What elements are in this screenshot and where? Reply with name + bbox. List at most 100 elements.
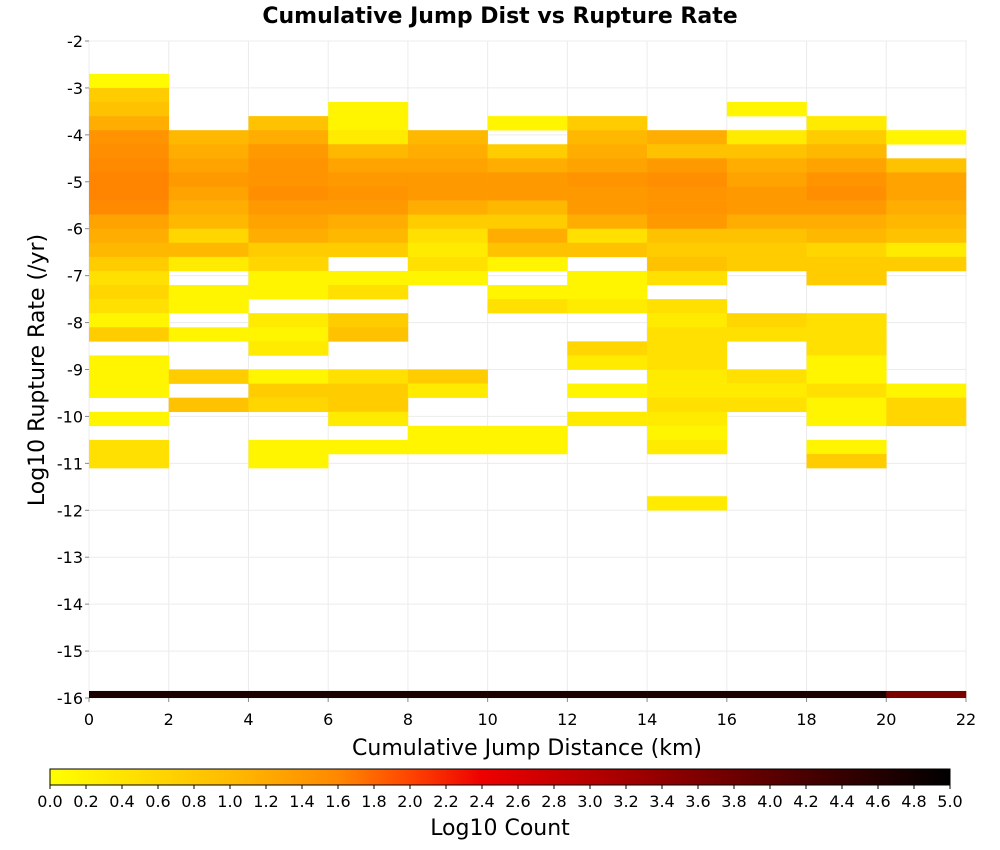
heatmap-cell-9-8 — [806, 228, 887, 244]
heatmap-cell-6-11 — [567, 285, 648, 300]
heatmap-cell-3-5 — [328, 172, 409, 187]
heatmap-cell-4-12 — [407, 383, 488, 398]
heatmap-cell-1-0 — [168, 130, 249, 145]
heatmap-cell-7-0 — [647, 130, 728, 145]
heatmap-cell-5-3 — [487, 172, 568, 187]
heatmap-cell-0-1 — [89, 87, 170, 103]
heatmap-cell-1-1 — [168, 144, 249, 159]
colorbar-tick-label: 1.4 — [289, 792, 314, 811]
heatmap-cell-0-0 — [89, 73, 170, 89]
heatmap-cell-5-0 — [487, 116, 568, 131]
bottom-row-cell-1 — [168, 690, 249, 698]
heatmap-cell-9-13 — [806, 327, 887, 342]
heatmap-cell-10-7 — [886, 242, 967, 258]
heatmap-cell-7-21 — [647, 439, 728, 455]
heatmap-cell-5-1 — [487, 144, 568, 159]
heatmap-cell-0-3 — [89, 116, 170, 131]
x-tick-label: 14 — [637, 710, 657, 729]
heatmap-cell-3-16 — [328, 383, 409, 398]
bottom-row-cell-5 — [487, 690, 568, 698]
colorbar-tick-label: 2.8 — [541, 792, 566, 811]
heatmap-cell-9-17 — [806, 383, 887, 398]
heatmap-cell-9-12 — [806, 313, 887, 328]
heatmap-cell-3-18 — [328, 411, 409, 427]
heatmap-cell-4-13 — [407, 425, 488, 441]
heatmap-cell-6-8 — [567, 228, 648, 244]
heatmap-cell-2-9 — [248, 242, 329, 258]
x-tick-label: 6 — [323, 710, 333, 729]
y-tick-label: -7 — [67, 267, 83, 286]
heatmap-cell-8-15 — [726, 397, 807, 413]
colorbar-tick-label: 4.4 — [829, 792, 854, 811]
x-axis-ticks: 0 2 4 6 8 10 12 14 16 18 20 22 — [84, 698, 976, 729]
heatmap-cell-0-14 — [89, 270, 170, 286]
heatmap-cell-3-2 — [328, 130, 409, 145]
heatmap-cell-7-14 — [647, 341, 728, 356]
heatmap-cell-2-15 — [248, 341, 329, 356]
heatmap-cell-10-9 — [886, 383, 967, 398]
colorbar — [49, 768, 951, 786]
heatmap-cell-7-10 — [647, 270, 728, 286]
heatmap-cell-9-18 — [806, 397, 887, 413]
heatmap-cell-2-0 — [248, 116, 329, 131]
heatmap-cell-1-13 — [168, 369, 249, 384]
y-tick-label: -3 — [67, 79, 83, 98]
heatmap-cell-7-17 — [647, 383, 728, 398]
heatmap-cell-4-9 — [407, 256, 488, 272]
heatmap-cell-1-11 — [168, 299, 249, 314]
heatmap-cell-2-19 — [248, 439, 329, 455]
heatmap-cell-0-8 — [89, 186, 170, 201]
heatmap-cell-3-12 — [328, 285, 409, 300]
heatmap-cell-5-7 — [487, 228, 568, 244]
heatmap-cell-0-2 — [89, 102, 170, 117]
heatmap-cell-10-6 — [886, 228, 967, 244]
heatmap-cell-3-4 — [328, 158, 409, 173]
heatmap-cell-8-7 — [726, 214, 807, 230]
colorbar-ticks: 0.0 0.2 0.4 0.6 0.8 1.0 1.2 1.4 1.6 1.8 2.0 2.2 2.4 2… — [37, 785, 963, 811]
heatmap-cell-0-24 — [89, 453, 170, 469]
heatmap-cell-7-15 — [647, 355, 728, 370]
heatmap-cell-8-10 — [726, 256, 807, 272]
heatmap-cell-9-19 — [806, 411, 887, 427]
x-tick-label: 0 — [84, 710, 94, 729]
heatmap-cell-0-11 — [89, 228, 170, 244]
heatmap-cell-1-6 — [168, 214, 249, 230]
heatmap-cell-8-6 — [726, 200, 807, 215]
colorbar-tick-label: 1.0 — [217, 792, 242, 811]
heatmap-cell-3-15 — [328, 369, 409, 384]
heatmap-cell-5-12 — [487, 425, 568, 441]
heatmap-cell-6-2 — [567, 144, 648, 159]
heatmap-cell-0-17 — [89, 313, 170, 328]
heatmap-cell-10-3 — [886, 186, 967, 201]
y-tick-label: -4 — [67, 126, 83, 145]
x-tick-label: 10 — [477, 710, 497, 729]
heatmap-cell-9-20 — [806, 439, 887, 455]
heatmap-cell-6-0 — [567, 116, 648, 131]
heatmap-cell-9-7 — [806, 214, 887, 230]
heatmap-cell-2-20 — [248, 453, 329, 469]
heatmap-cell-7-4 — [647, 186, 728, 201]
heatmap-cell-7-11 — [647, 299, 728, 314]
heatmap-cell-0-21 — [89, 383, 170, 398]
heatmap-cell-4-8 — [407, 242, 488, 258]
heatmap-cell-2-6 — [248, 200, 329, 215]
heatmap-cell-7-20 — [647, 425, 728, 441]
heatmap-cell-7-7 — [647, 228, 728, 244]
heatmap-cell-9-16 — [806, 369, 887, 384]
colorbar-tick-label: 2.2 — [433, 792, 458, 811]
heatmap-cell-6-13 — [567, 341, 648, 356]
heatmap-cell-10-2 — [886, 172, 967, 187]
heatmap-cell-8-2 — [726, 144, 807, 159]
heatmap-cell-3-0 — [328, 102, 409, 117]
heatmap-cell-5-8 — [487, 242, 568, 258]
heatmap-cell-10-4 — [886, 200, 967, 215]
colorbar-tick-label: 1.6 — [325, 792, 350, 811]
colorbar-tick-label: 3.8 — [721, 792, 746, 811]
heatmap-cell-9-6 — [806, 200, 887, 215]
y-tick-label: -2 — [67, 32, 83, 51]
heatmap-cell-5-2 — [487, 158, 568, 173]
colorbar-tick-label: 0.6 — [145, 792, 170, 811]
heatmap-cell-0-5 — [89, 144, 170, 159]
heatmap-cell-2-12 — [248, 285, 329, 300]
